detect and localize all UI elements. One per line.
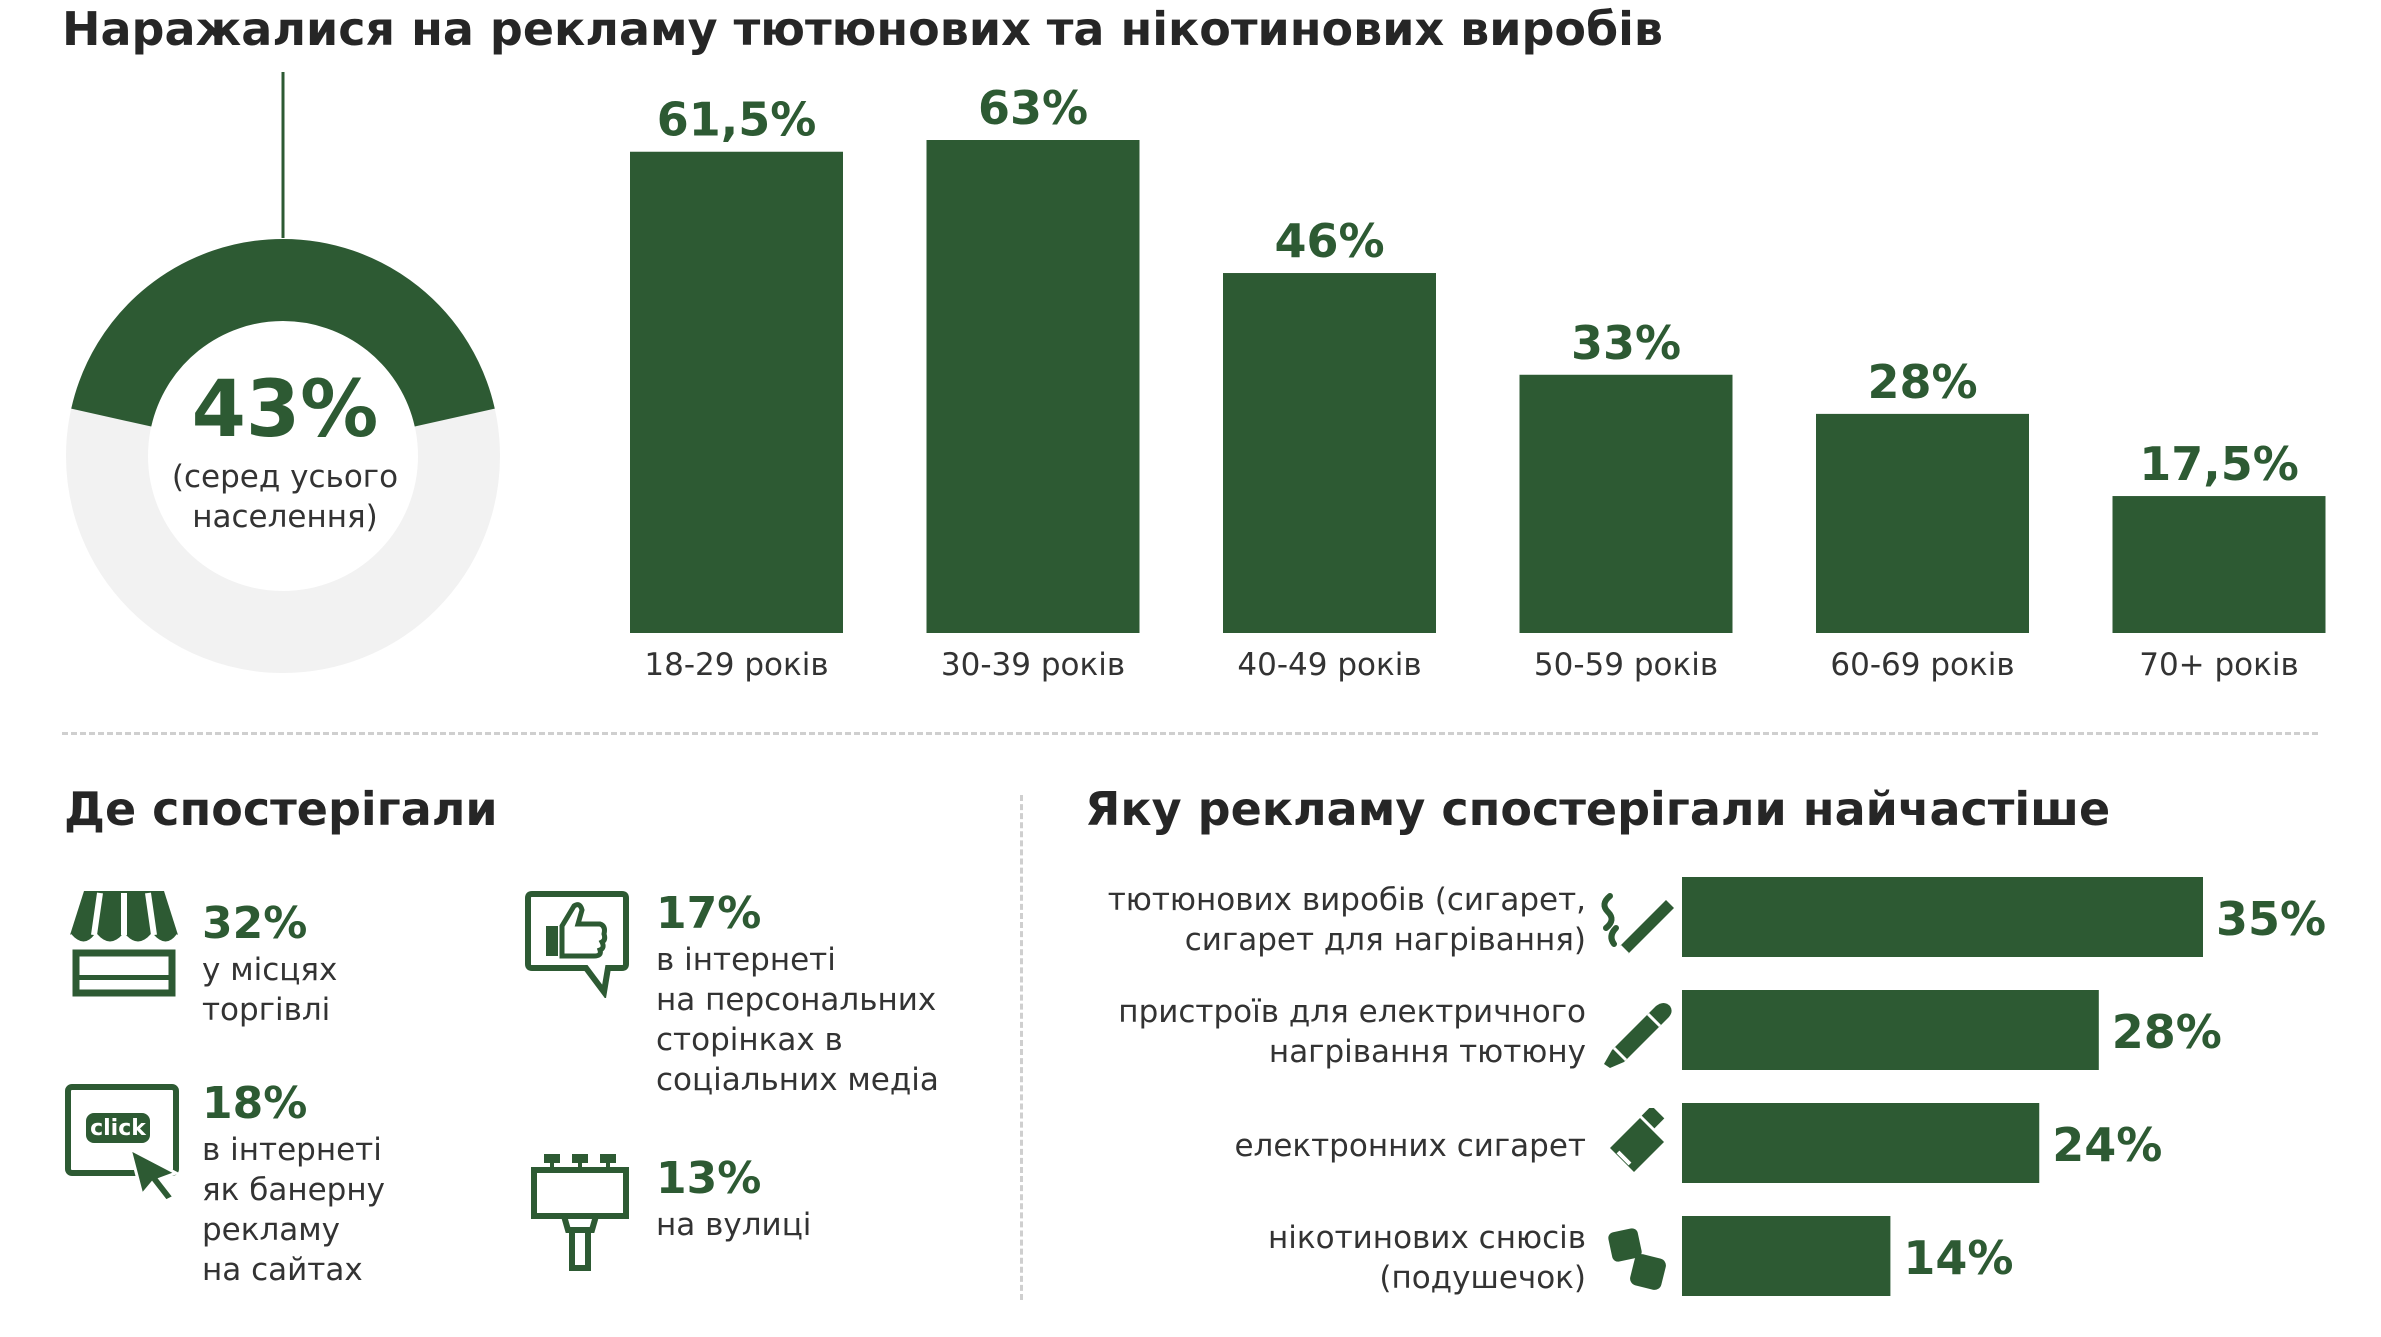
age-category-label: 40-49 років xyxy=(1237,647,1421,683)
age-bar-value-label: 33% xyxy=(1571,316,1681,370)
where-text-shops: у місцях торгівлі xyxy=(202,952,338,1028)
age-bar-value-label: 61,5% xyxy=(657,93,817,147)
overall-value: 43% xyxy=(191,365,379,455)
age-bar xyxy=(1519,374,1733,633)
billboard-icon xyxy=(531,1154,629,1271)
age-bar-value-label: 28% xyxy=(1867,355,1977,409)
ad-type-bar xyxy=(1682,990,2099,1070)
where-text-street: на вулиці xyxy=(656,1207,812,1243)
thumbs-up-icon xyxy=(525,891,629,998)
age-bar xyxy=(926,140,1140,633)
ad-type-value-label: 14% xyxy=(1903,1231,2013,1285)
age-bar-value-label: 46% xyxy=(1274,214,1384,268)
ad-type-value-label: 35% xyxy=(2216,892,2326,946)
ad-label-heated: пристроїв для електричного нагрівання тю… xyxy=(1118,994,1586,1070)
where-title: Де спостерігали xyxy=(64,782,498,836)
ad-label-tobacco: тютюнових виробів (сигарет, сигарет для … xyxy=(1107,882,1586,958)
age-bar xyxy=(630,151,843,633)
e-cigarette-icon xyxy=(1610,1108,1665,1172)
click-icon-text: click xyxy=(90,1116,147,1141)
ad-label-snus: нікотинових снюсів (подушечок) xyxy=(1268,1220,1586,1296)
donut-value-arc xyxy=(71,239,495,428)
where-pct-social: 17% xyxy=(656,888,762,939)
age-bar xyxy=(1223,273,1436,633)
heated-tobacco-icon xyxy=(1604,1003,1672,1068)
age-category-label: 30-39 років xyxy=(941,647,1125,683)
age-category-label: 70+ років xyxy=(2139,647,2299,683)
ad-type-bar xyxy=(1682,1103,2040,1183)
ad-type-bar xyxy=(1682,1216,1891,1296)
ad-label-ecig: електронних сигарет xyxy=(1234,1128,1586,1164)
page-title: Наражалися на рекламу тютюнових та нікот… xyxy=(62,2,1664,56)
ads-title: Яку рекламу спостерігали найчастіше xyxy=(1085,782,2111,836)
age-bar xyxy=(1816,413,2029,633)
where-text-social: в інтернеті на персональних сторінках в … xyxy=(656,942,939,1098)
cigarette-icon xyxy=(1601,893,1674,956)
ad-type-value-label: 28% xyxy=(2112,1005,2222,1059)
section-divider xyxy=(62,732,2318,735)
click-icon: click xyxy=(65,1084,180,1203)
age-bar xyxy=(2112,496,2326,633)
where-pct-shops: 32% xyxy=(202,898,308,949)
age-category-label: 60-69 років xyxy=(1830,647,2014,683)
overall-caption: (серед усього населення) xyxy=(171,459,399,535)
where-pct-street: 13% xyxy=(656,1153,762,1204)
age-bar-value-label: 17,5% xyxy=(2139,437,2299,491)
where-text-banners: в інтернеті як банерну рекламу на сайтах xyxy=(202,1132,385,1288)
ad-type-bar xyxy=(1682,877,2203,957)
age-category-label: 18-29 років xyxy=(644,647,828,683)
where-pct-banners: 18% xyxy=(202,1078,308,1129)
age-category-label: 50-59 років xyxy=(1534,647,1718,683)
snus-icon xyxy=(1608,1228,1666,1290)
ad-type-value-label: 24% xyxy=(2052,1118,2162,1172)
shop-icon xyxy=(68,891,180,997)
column-divider xyxy=(1020,795,1023,1300)
age-bar-value-label: 63% xyxy=(978,81,1088,135)
